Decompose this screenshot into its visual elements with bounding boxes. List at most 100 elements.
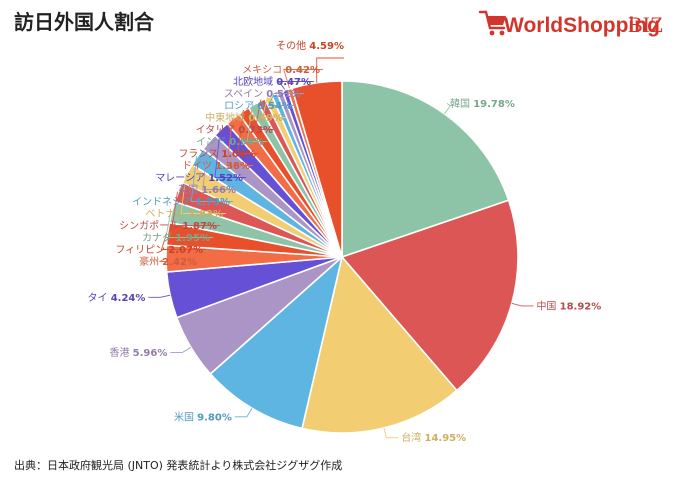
slice-label-name: 台湾 [401, 431, 424, 444]
slice-label-name: イタリア [196, 124, 239, 136]
leader-line [246, 104, 267, 142]
pie-slices [165, 80, 519, 434]
slice-label: インド 0.94% [196, 137, 264, 148]
slice-label-value: 9.80% [197, 412, 232, 423]
slice-label: スペイン 0.51% [224, 89, 301, 100]
shopping-cart-icon [478, 10, 506, 36]
slice-label-value: 0.47% [276, 77, 311, 88]
leader-line [237, 109, 259, 154]
slice-label-name: メキシコ [242, 65, 285, 76]
leader-line [278, 81, 314, 90]
slice-label-name: 米国 [174, 410, 197, 423]
slice-label: マレーシア 1.52% [155, 173, 243, 184]
slice-label: フィリピン 2.07% [115, 244, 203, 256]
slice-label-value: 4.59% [309, 41, 344, 52]
leader-line [170, 346, 192, 353]
slice-label-name: ベトナム [145, 208, 188, 220]
slice-label: 台湾 14.95% [401, 431, 466, 444]
slice-label-value: 1.38% [215, 161, 250, 172]
slice-label-name: マレーシア [155, 173, 208, 184]
slice-label-name: 北欧地域 [233, 75, 276, 88]
slice-label-name: インドネシア [132, 196, 195, 208]
slice-label-name: フィリピン [115, 244, 168, 256]
slice-label-value: 1.73% [195, 197, 230, 208]
leader-line [383, 427, 399, 439]
brand-logo[interactable]: WorldShopping BIZ [478, 6, 674, 40]
leader-line [158, 258, 200, 262]
slice-label: インドネシア 1.73% [132, 196, 230, 208]
chart-title: 訪日外国人割合 [14, 10, 154, 34]
slice-label-value: 19.78% [473, 99, 515, 110]
leader-line [165, 211, 213, 238]
slice-label-value: 1.83% [188, 209, 223, 220]
leader-line [148, 294, 171, 298]
slice-label-name: 英国 [178, 183, 201, 196]
slice-label: ロシア 0.54% [224, 101, 292, 112]
slice-label-name: スペイン [224, 89, 266, 100]
leader-line [444, 103, 451, 115]
leader-line [316, 57, 344, 83]
leader-line [283, 69, 323, 89]
slice-label: ベトナム 1.83% [145, 208, 223, 220]
slice-label: 英国 1.66% [178, 183, 236, 196]
slice-label: カナダ 1.95% [142, 231, 210, 244]
pie-slice [301, 255, 458, 434]
leader-line [180, 172, 226, 214]
slice-label: 韓国 19.78% [450, 98, 515, 110]
leader-line [171, 191, 220, 226]
slice-label-name: タイ [88, 292, 111, 304]
logo-biz: BIZ [628, 12, 663, 37]
logo-world: World [504, 14, 563, 37]
slice-label-value: 14.95% [425, 433, 467, 444]
slice-label: 米国 9.80% [174, 410, 232, 423]
slice-label-name: 香港 [109, 347, 132, 359]
slice-label: メキシコ 0.42% [242, 65, 320, 76]
pie-slice [290, 80, 343, 258]
slice-label-value: 0.69% [248, 113, 283, 124]
slice-label-name: シンガポール [119, 220, 182, 232]
slice-label-name: 中東地域 [205, 111, 248, 124]
slice-label-value: 2.42% [162, 257, 197, 268]
slice-label-value: 0.42% [285, 65, 320, 76]
slice-label-name: 韓国 [450, 98, 473, 110]
slice-label: ドイツ 1.38% [182, 161, 250, 172]
slice-label-value: 18.92% [560, 301, 602, 312]
slice-label: フランス 1.04% [178, 148, 256, 160]
leader-line [254, 99, 276, 130]
slice-label-name: 中国 [536, 299, 559, 312]
slice-label-value: 5.96% [133, 348, 168, 359]
leader-line [190, 156, 233, 202]
leader-line [511, 302, 534, 307]
leader-line [267, 93, 295, 106]
slice-label-value: 1.04% [221, 149, 256, 160]
slice-label-value: 0.54% [257, 101, 292, 112]
leader-line [226, 117, 253, 166]
svg-text:WorldShopping: WorldShopping [504, 14, 660, 37]
slice-label: シンガポール 1.87% [119, 220, 217, 232]
slice-label-name: 豪州 [139, 255, 162, 268]
slice-label-name: その他 [276, 39, 309, 52]
slice-label-value: 1.66% [201, 185, 236, 196]
slice-label-value: 1.87% [182, 221, 217, 232]
slice-label: 北欧地域 0.47% [233, 75, 311, 88]
slice-label: その他 4.59% [276, 39, 344, 52]
slice-label-value: 2.07% [168, 245, 203, 256]
slice-label-name: ドイツ [182, 161, 215, 172]
leader-line [234, 408, 253, 418]
leader-line [261, 96, 286, 118]
leader-line [160, 233, 206, 250]
pie-slice [340, 199, 519, 392]
leader-lines [148, 57, 534, 439]
logo-shopping: Shopping [563, 14, 660, 37]
slice-label: 豪州 2.42% [139, 255, 197, 268]
slice-labels: 韓国 19.78% 中国 18.92% 台湾 14.95% 米国 9.80% 香港 5.… [88, 39, 602, 444]
slice-label-name: ロシア [224, 101, 257, 112]
slice-label-name: カナダ [142, 231, 175, 244]
slice-label-value: 0.73% [238, 125, 273, 136]
leader-line [214, 128, 246, 178]
source-note: 出典：日本政府観光局 (JNTO) 発表統計より株式会社ジグザグ作成 [14, 459, 343, 472]
slice-label-name: インド [196, 137, 229, 148]
slice-label-value: 0.51% [266, 89, 301, 100]
slice-label: タイ 4.24% [88, 292, 146, 304]
